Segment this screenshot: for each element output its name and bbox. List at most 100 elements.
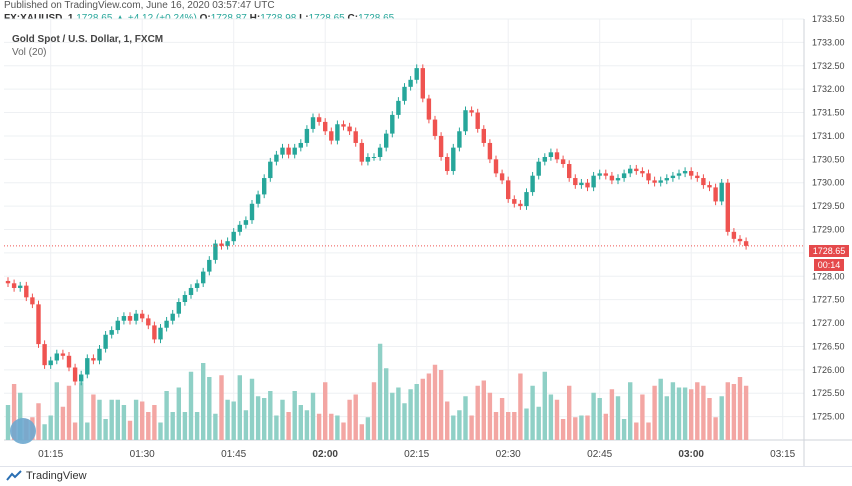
- candle-body: [36, 304, 41, 345]
- candle-body: [127, 316, 133, 321]
- x-tick-label: 01:30: [130, 449, 155, 460]
- volume-bar: [91, 394, 96, 440]
- volume-bar: [585, 415, 590, 440]
- volume-bar: [725, 382, 730, 440]
- volume-bar: [646, 422, 651, 440]
- volume-bar: [670, 382, 676, 440]
- candle-body: [243, 220, 249, 225]
- candle-body: [255, 194, 261, 204]
- volume-bar: [451, 415, 456, 440]
- candle-body: [658, 180, 663, 183]
- candle-body: [725, 182, 730, 232]
- volume-bar: [353, 394, 358, 440]
- volume-bar: [133, 399, 139, 440]
- candle-body: [304, 128, 310, 143]
- y-tick-label: 1731.50: [812, 108, 845, 118]
- x-tick-label: 02:15: [404, 449, 429, 460]
- volume-bar: [652, 385, 657, 440]
- volume-bar: [384, 368, 389, 440]
- candle-body: [140, 313, 145, 319]
- y-tick-label: 1732.50: [812, 61, 845, 71]
- volume-bar: [219, 375, 224, 440]
- volume-bar: [640, 394, 645, 440]
- volume-bar: [597, 398, 602, 440]
- candle-body: [493, 159, 499, 174]
- volume-bar: [573, 417, 578, 440]
- y-tick-label: 1733.50: [812, 14, 845, 24]
- candle-body: [286, 147, 291, 155]
- candle-body: [158, 327, 163, 340]
- candle-body: [231, 231, 236, 242]
- volume-bar: [304, 410, 310, 440]
- volume-bar: [170, 412, 175, 440]
- volume-bar: [408, 389, 413, 440]
- volume-bar: [365, 417, 371, 440]
- volume-bar: [164, 391, 169, 440]
- candle-body: [475, 112, 480, 129]
- volume-bar: [11, 384, 17, 440]
- candle-body: [487, 142, 493, 160]
- volume-bar: [664, 396, 669, 440]
- candle-body: [170, 313, 175, 321]
- volume-bar: [609, 389, 615, 440]
- volume-bar: [103, 419, 108, 440]
- volume-bar: [18, 392, 23, 440]
- candle-body: [353, 131, 358, 143]
- x-tick-label: 03:00: [678, 449, 704, 460]
- volume-bar: [414, 384, 419, 440]
- volume-bar: [548, 394, 554, 440]
- volume-bar: [213, 413, 218, 440]
- candle-body: [670, 175, 676, 179]
- candle-body: [548, 152, 554, 157]
- candle-body: [249, 203, 255, 221]
- candle-body: [365, 156, 371, 162]
- y-tick-label: 1730.50: [812, 154, 845, 164]
- volume-bar: [695, 382, 700, 440]
- volume-bar: [158, 422, 163, 440]
- candle-body: [48, 360, 53, 366]
- volume-bar: [79, 382, 84, 440]
- candle-body: [737, 238, 743, 242]
- x-tick-label: 01:15: [38, 449, 63, 460]
- candle-body: [97, 348, 102, 361]
- candle-body: [676, 173, 682, 176]
- candle-body: [194, 283, 200, 288]
- candle-body: [420, 68, 425, 99]
- candle-body: [432, 119, 438, 136]
- candle-body: [274, 154, 279, 162]
- volume-bar: [146, 412, 151, 440]
- volume-bar: [298, 405, 303, 440]
- candle-body: [347, 126, 352, 132]
- tradingview-watermark-icon: [10, 418, 36, 444]
- price-chart[interactable]: 1725.00 1725.50 1726.00 1726.50 1727.00 1727.…: [0, 0, 852, 466]
- candle-body: [463, 110, 468, 132]
- candle-body: [536, 161, 541, 176]
- candle-body: [554, 152, 560, 160]
- y-tick-label: 1730.00: [812, 178, 845, 188]
- tradingview-logo-icon: [6, 470, 22, 481]
- volume-bar: [457, 410, 462, 440]
- candle-body: [597, 173, 602, 176]
- volume-bar: [36, 403, 41, 440]
- volume-bar: [255, 396, 261, 440]
- candle-body: [323, 121, 328, 132]
- volume-bar: [658, 378, 663, 440]
- volume-bar: [475, 385, 480, 440]
- x-tick-label: 01:45: [221, 449, 246, 460]
- candle-body: [609, 175, 615, 181]
- candle-body: [402, 86, 407, 101]
- candle-body: [603, 173, 608, 176]
- volume-bar: [512, 412, 517, 440]
- volume-bar: [628, 382, 633, 440]
- candle-body: [542, 156, 547, 162]
- candle-body: [499, 173, 505, 181]
- candle-body: [329, 131, 334, 141]
- volume-bar: [48, 415, 53, 440]
- volume-bar: [402, 403, 407, 440]
- volume-bar: [701, 385, 706, 440]
- candle-body: [377, 147, 383, 157]
- candle-body: [426, 98, 432, 120]
- candle-body: [615, 178, 621, 181]
- y-tick-label: 1731.00: [812, 131, 845, 141]
- candle-body: [359, 142, 364, 162]
